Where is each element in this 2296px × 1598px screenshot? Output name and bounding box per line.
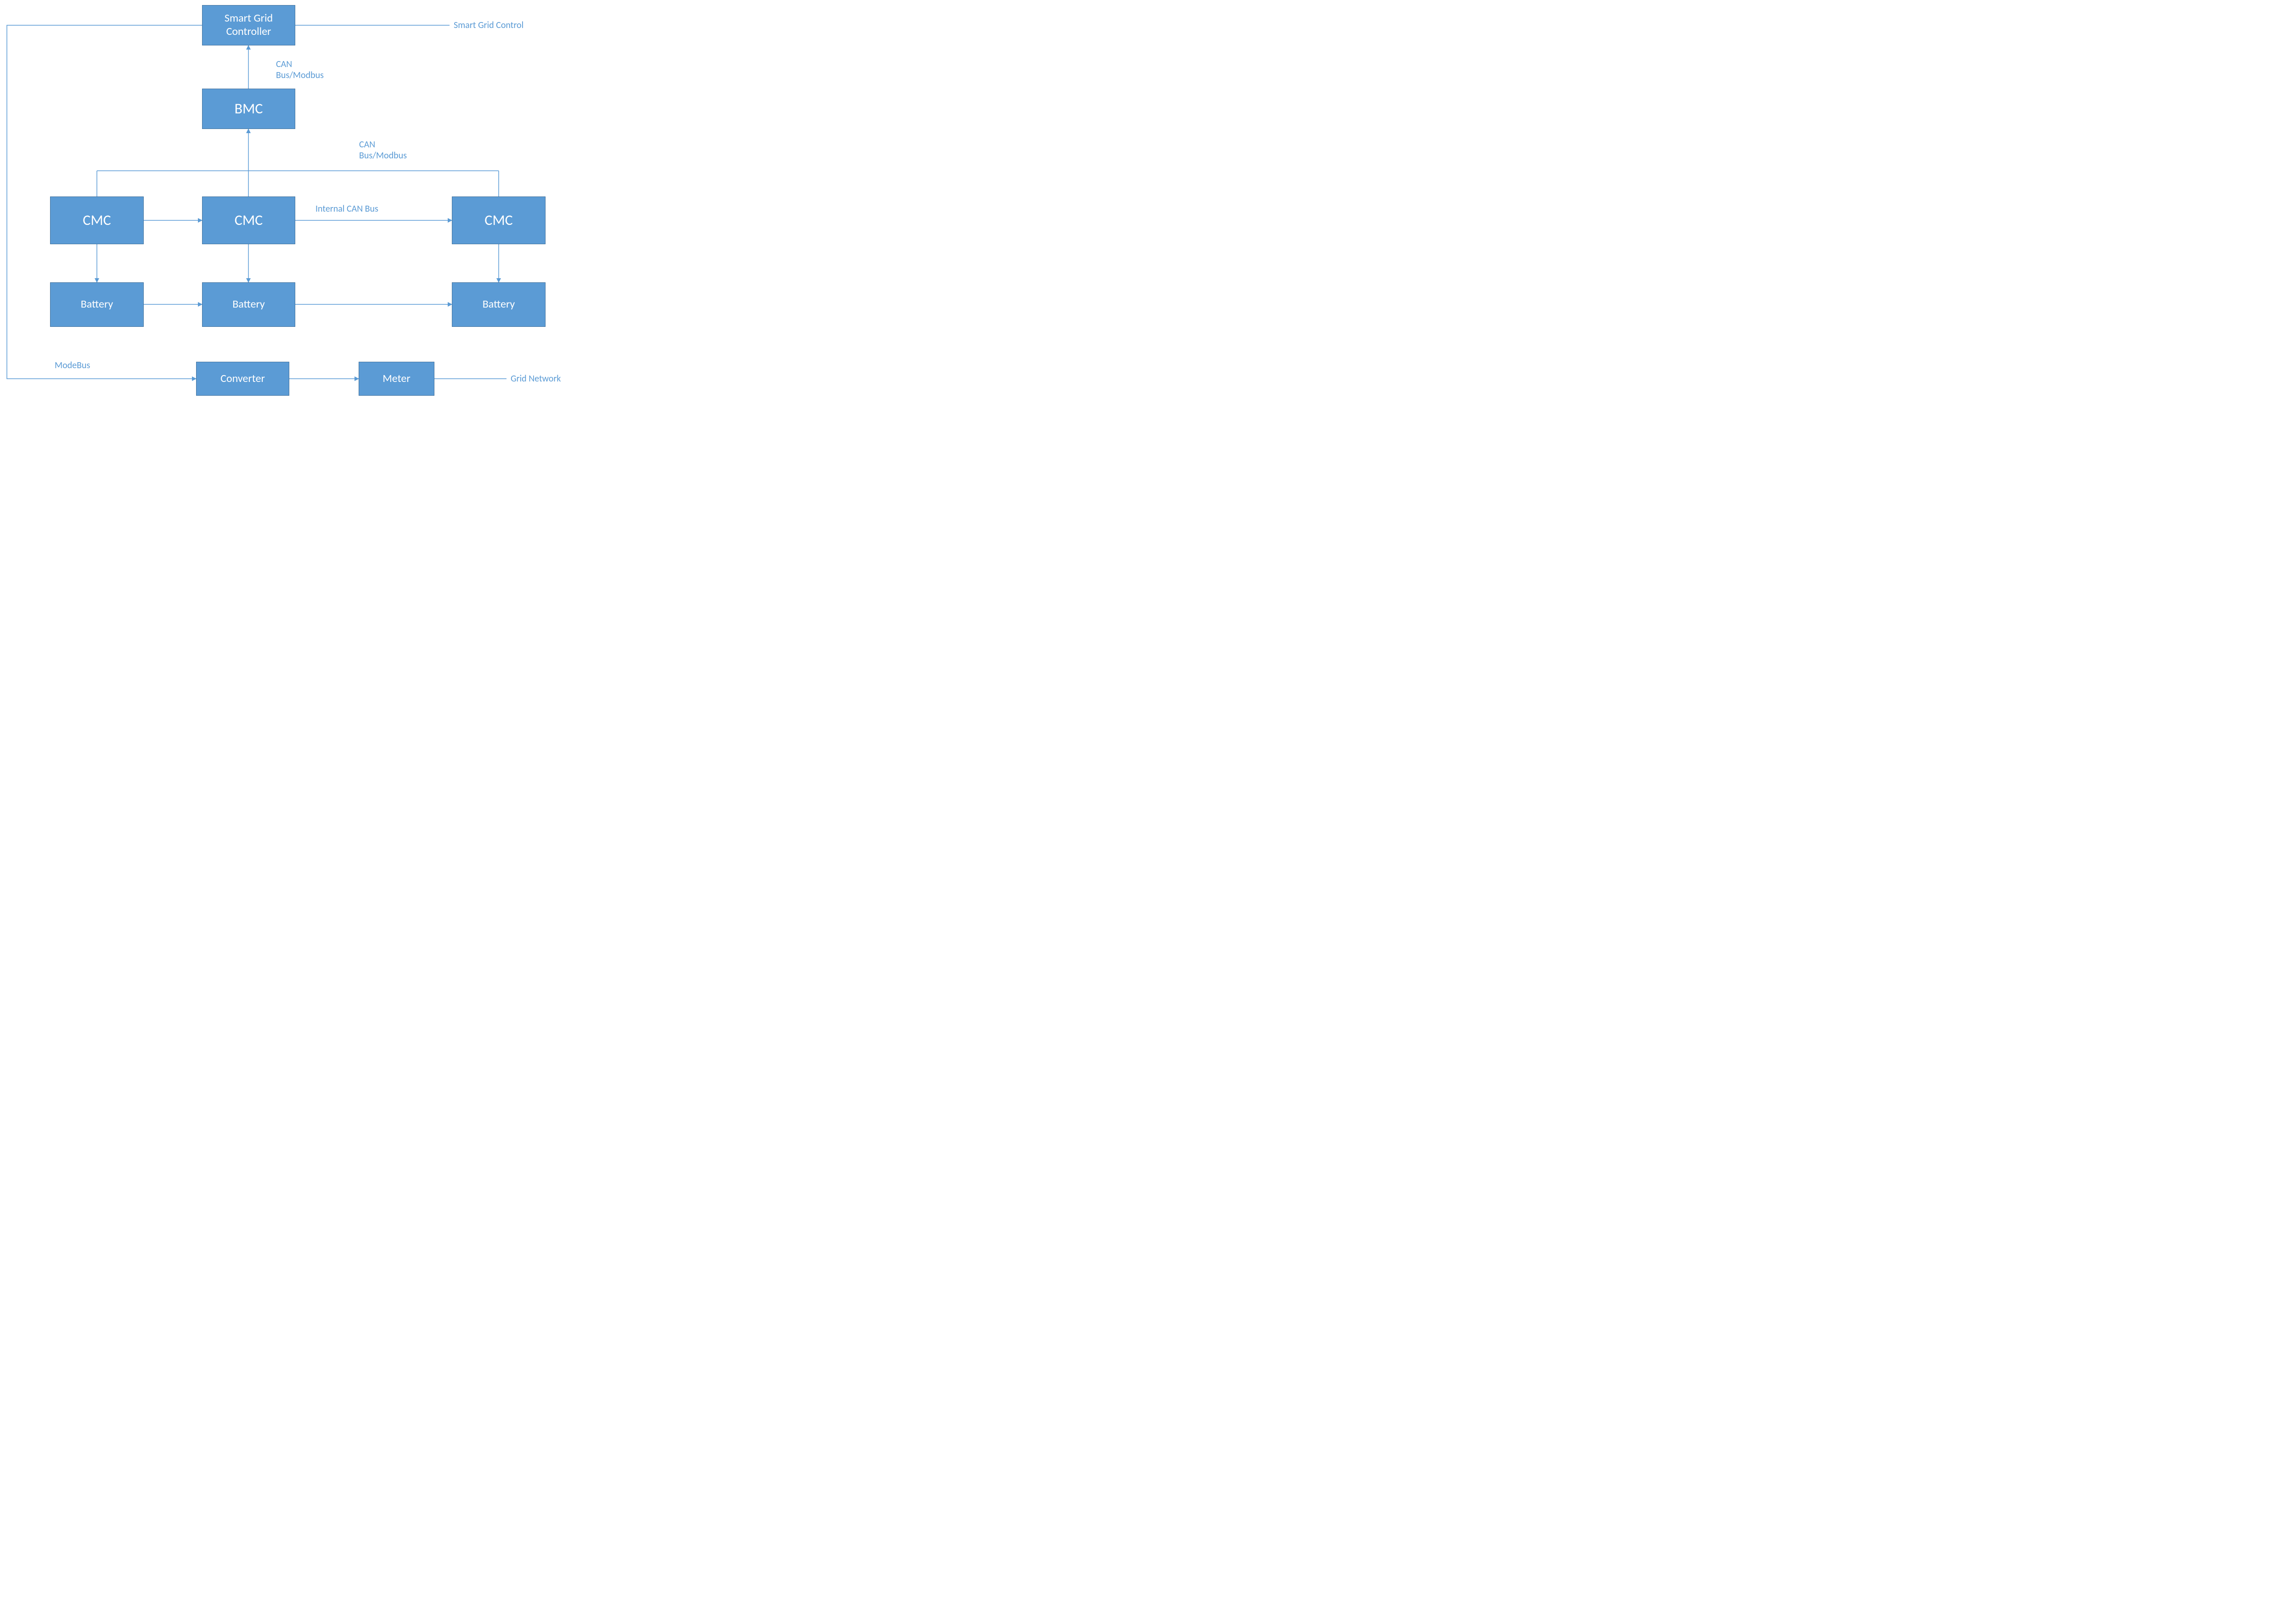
label-can-bus-modbus-2: CANBus/Modbus [359, 139, 407, 161]
node-converter: Converter [196, 362, 289, 396]
node-battery-3: Battery [452, 282, 546, 327]
node-battery-1: Battery [50, 282, 144, 327]
node-battery-2: Battery [202, 282, 295, 327]
node-cmc-3: CMC [452, 196, 546, 244]
label-can-bus-modbus-1: CANBus/Modbus [276, 59, 324, 81]
label-internal-can-bus: Internal CAN Bus [315, 203, 378, 214]
node-meter: Meter [359, 362, 434, 396]
label-smart-grid-control: Smart Grid Control [454, 20, 523, 31]
label-grid-network: Grid Network [511, 373, 561, 384]
node-cmc-1: CMC [50, 196, 144, 244]
label-modebus: ModeBus [55, 360, 90, 371]
node-cmc-2: CMC [202, 196, 295, 244]
node-bmc: BMC [202, 89, 295, 129]
node-smart-grid-controller: Smart GridController [202, 5, 295, 45]
